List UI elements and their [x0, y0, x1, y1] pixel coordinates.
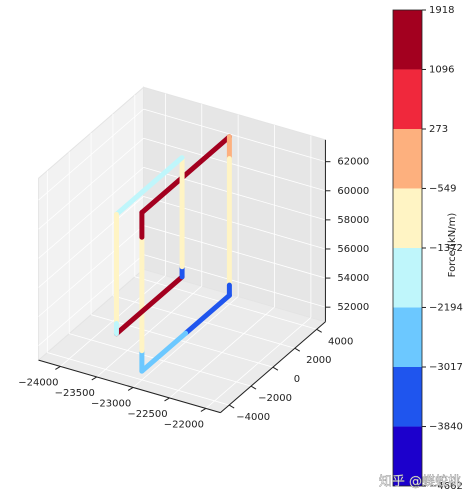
colorbar-tick-label: −2194 [429, 302, 463, 313]
x-tick-label: −23000 [91, 398, 131, 409]
colorbar-label: Force/(kN/m) [447, 213, 458, 278]
grid-line [143, 196, 326, 250]
grid-line [143, 166, 326, 221]
z-tick-label: 60000 [337, 186, 369, 197]
grid-line [134, 276, 317, 330]
colorbar-tick-label: −3840 [429, 422, 463, 433]
colorbar-band [393, 248, 422, 308]
colorbar-band [393, 10, 422, 70]
colorbar-band [393, 129, 422, 189]
x-tick [91, 376, 98, 381]
y-tick [294, 347, 301, 352]
grid-line [47, 352, 230, 406]
colorbar-band [393, 367, 422, 427]
z-tick-label: 62000 [337, 157, 369, 168]
colorbar-tick-label: 1096 [429, 64, 454, 75]
x-tick-label: −22500 [127, 409, 167, 420]
grid-line [38, 196, 144, 288]
frame-segment [113, 155, 185, 217]
colorbar-band [393, 426, 422, 486]
grid-line [143, 137, 326, 192]
y-axis [220, 321, 326, 414]
colorbar-band [393, 69, 422, 129]
colorbar-tick-label: −3017 [429, 362, 463, 373]
y-tick [228, 404, 235, 409]
watermark: 知乎 @蝶蛟桃 [379, 474, 461, 490]
grid-line [38, 137, 144, 230]
z-tick-label: 56000 [337, 244, 369, 255]
colorbar-tick-label: 273 [429, 124, 448, 135]
grid-line [69, 333, 252, 387]
colorbar-tick-label: −4662 [429, 481, 463, 492]
frame-segment [139, 134, 232, 216]
grid-line [143, 254, 326, 308]
x-axis [38, 359, 221, 414]
grid-line [143, 108, 326, 163]
y-tick-label: −4000 [236, 412, 270, 423]
z-tick-label: 52000 [337, 302, 369, 313]
x-tick [127, 387, 134, 391]
y-tick [316, 328, 322, 333]
x-tick-label: −23500 [55, 388, 95, 399]
colorbar-tick-label: 1918 [429, 5, 454, 16]
grid-line [38, 167, 144, 259]
y-tick-label: −2000 [258, 393, 292, 404]
grid-line [38, 254, 144, 346]
x-tick [55, 366, 61, 370]
y-tick [272, 366, 279, 371]
colorbar-tick-label: −549 [429, 183, 456, 194]
x-tick [200, 408, 207, 412]
grid-line [38, 108, 144, 201]
grid-line [90, 314, 274, 368]
y-tick-label: 2000 [306, 355, 331, 366]
grid-line [38, 225, 144, 317]
x-tick-label: −24000 [18, 377, 58, 388]
frame-segment [183, 292, 232, 336]
frame-segment [113, 274, 185, 337]
z-tick-label: 58000 [337, 215, 369, 226]
x-tick [164, 397, 170, 402]
colorbar-band [393, 307, 422, 367]
y-tick-label: 4000 [328, 336, 353, 347]
grid-line [143, 225, 326, 279]
colorbar-band [393, 188, 422, 248]
z-tick-label: 54000 [337, 273, 369, 284]
colorbar-tick-label: −1372 [429, 243, 463, 254]
frame-segment [139, 330, 189, 374]
y-tick-label: 0 [294, 374, 300, 385]
y-tick [250, 385, 257, 390]
x-tick-label: −22000 [164, 419, 204, 430]
